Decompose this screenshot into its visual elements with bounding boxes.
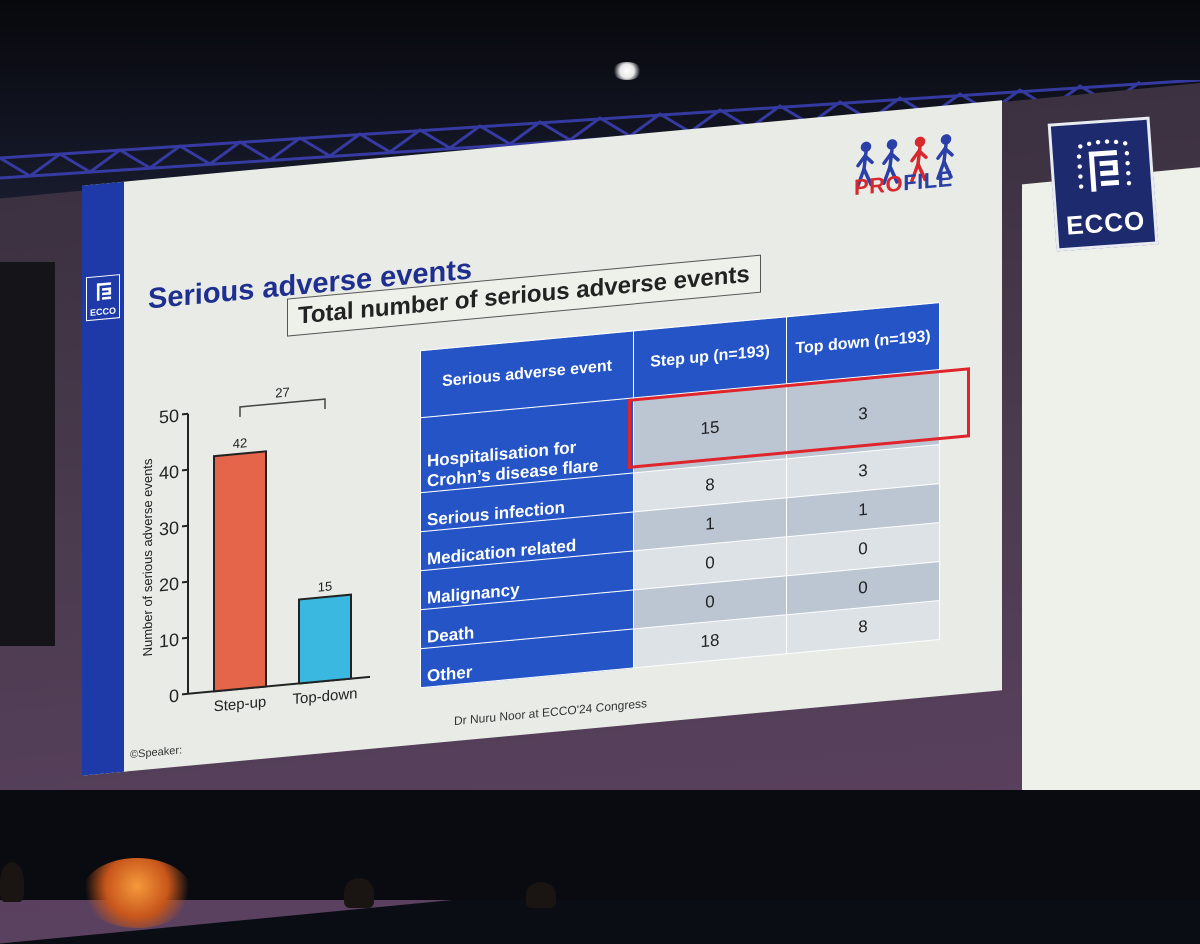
y-tick — [182, 636, 188, 640]
bracket-line — [239, 398, 326, 418]
bars: 42 15 — [213, 435, 352, 693]
x-axis-ticks: Step-up Top-down — [214, 685, 358, 715]
bar-step-up — [213, 450, 267, 693]
profile-logo-text-red: PRO — [854, 170, 904, 200]
slide-side-bar — [82, 181, 124, 776]
adverse-events-table: Serious adverse event Step up (n=193) To… — [420, 302, 940, 688]
bar-chart: Number of serious adverse events 0 10 20 30… — [140, 384, 370, 715]
stage-floor — [0, 790, 1200, 900]
presentation-slide: ECCO Serious adverse events Total number… — [82, 100, 1002, 776]
stage-light — [82, 858, 192, 928]
profile-walkers-icon — [856, 134, 954, 188]
ecco-logo-icon — [1076, 139, 1132, 192]
audience-head — [344, 878, 374, 908]
spotlight-icon — [612, 62, 642, 80]
y-tick-label: 0 — [169, 686, 179, 707]
y-axis-label: Number of serious adverse events — [140, 457, 155, 657]
side-screen — [0, 262, 55, 646]
ecco-logo-text: ECCO — [1065, 205, 1147, 241]
y-tick — [182, 692, 188, 696]
y-tick-label: 50 — [159, 406, 179, 428]
y-tick-label: 40 — [159, 462, 179, 484]
x-tick-label: Top-down — [293, 685, 358, 708]
x-tick-label: Step-up — [214, 694, 266, 716]
y-axis: 0 10 20 30 40 50 — [159, 406, 370, 707]
audience-head — [526, 882, 556, 908]
footer-note: Dr Nuru Noor at ECCO'24 Congress — [454, 696, 648, 729]
comparison-bracket: 27 — [239, 384, 326, 418]
audience-head — [0, 862, 24, 902]
y-tick-label: 30 — [159, 518, 179, 540]
y-tick-label: 20 — [159, 574, 179, 596]
y-tick — [182, 580, 188, 584]
y-tick-label: 10 — [159, 630, 179, 652]
ecco-logo-small-text: ECCO — [89, 305, 116, 318]
bar-value-label: 42 — [233, 435, 247, 451]
profile-logo-text-blue: FILE — [903, 165, 953, 196]
bar-value-label: 15 — [318, 578, 332, 594]
screen-logo-panel — [1022, 167, 1200, 845]
ecco-logo-icon — [96, 282, 112, 301]
ecco-logo-small: ECCO — [86, 274, 120, 322]
y-tick — [182, 524, 188, 528]
ecco-logo-large: ECCO — [1047, 116, 1159, 252]
bracket-label: 27 — [275, 384, 289, 400]
speaker-credit: ©Speaker: — [130, 744, 183, 762]
bar-top-down — [298, 593, 352, 685]
y-tick — [182, 468, 188, 472]
y-tick — [182, 412, 188, 416]
